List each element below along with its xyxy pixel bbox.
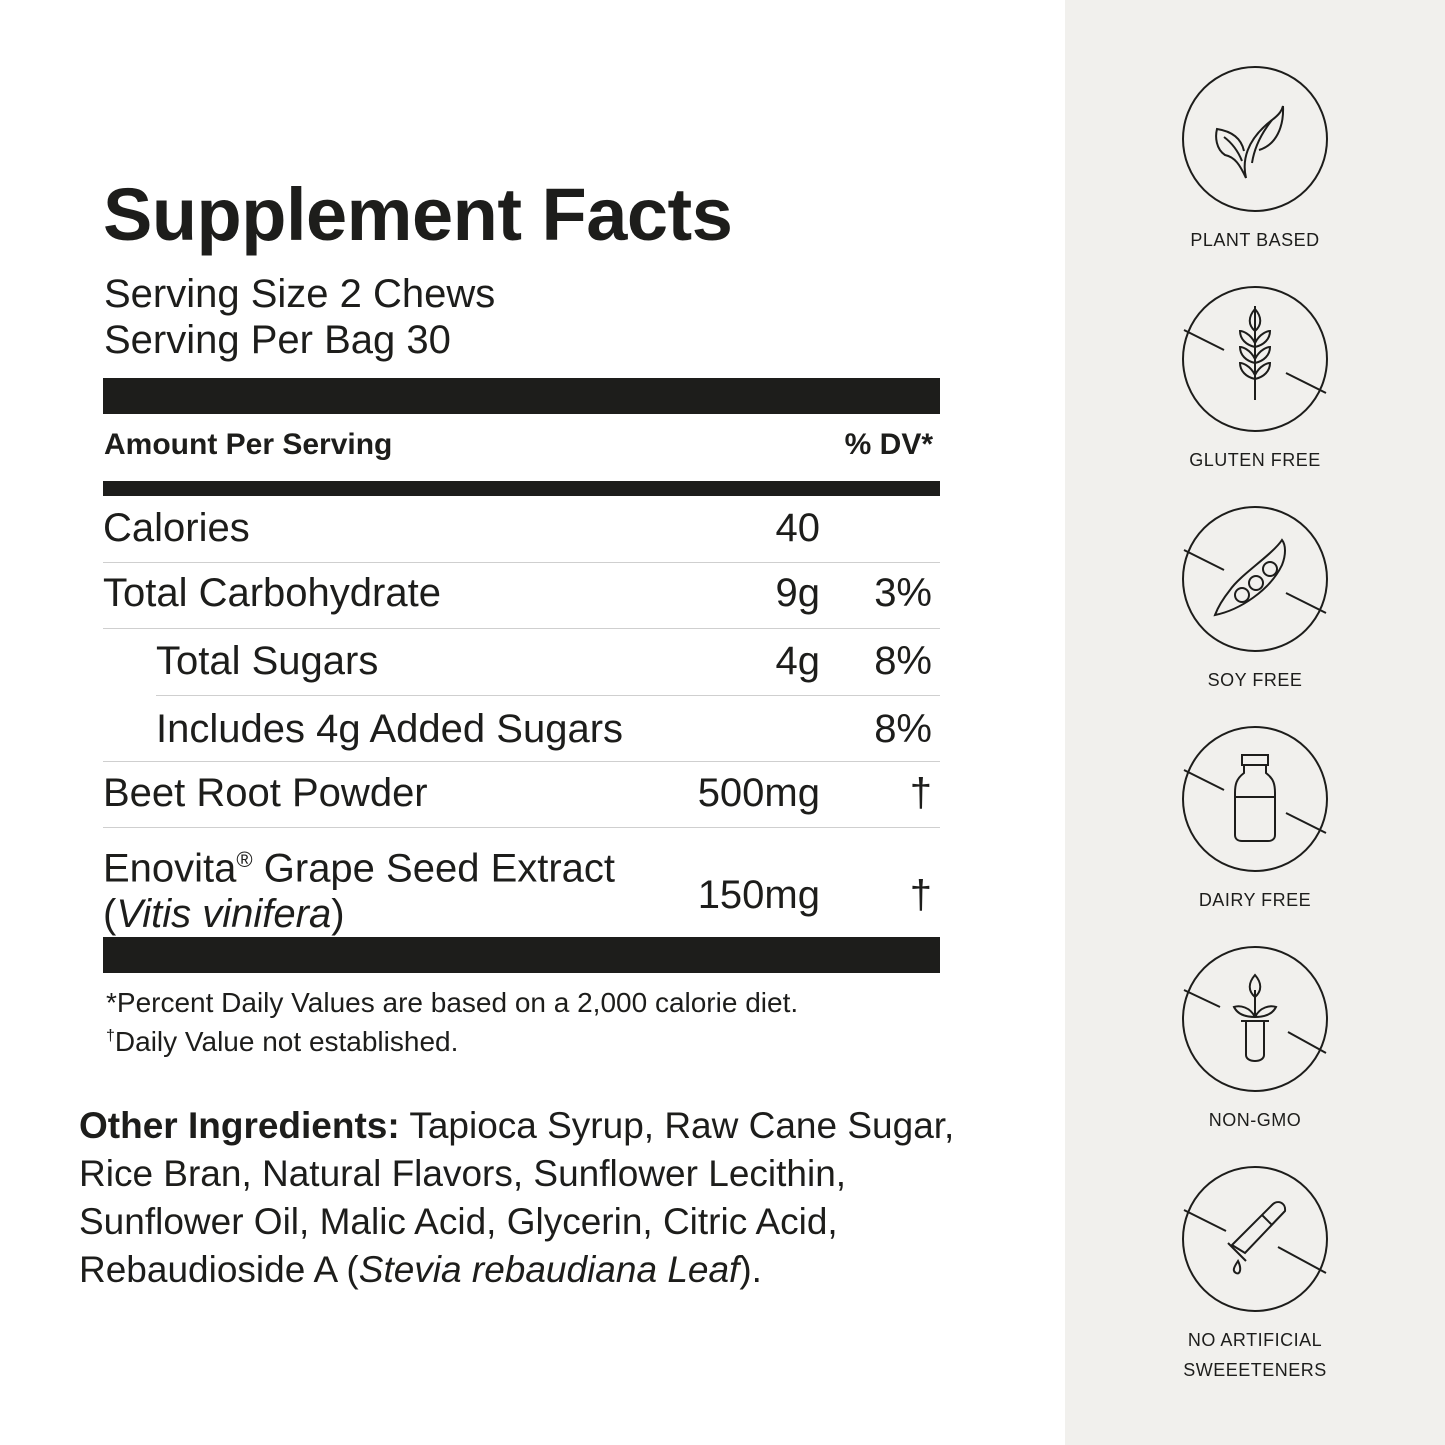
row-label: Enovita® Grape Seed Extract (Vitis vinife… [103, 846, 616, 937]
page-title: Supplement Facts [103, 173, 733, 256]
row-amount: 40 [775, 506, 821, 550]
row-divider [156, 695, 940, 696]
dv-header: % DV* [844, 428, 933, 461]
badge-plant-based: PLANT BASED [1065, 65, 1445, 255]
divider-thick [103, 937, 940, 973]
leaf-icon [1182, 66, 1328, 212]
table-row: Enovita® Grape Seed Extract (Vitis vinife… [103, 837, 940, 936]
badge-label: SOY FREE [1207, 670, 1303, 690]
badge-non-gmo: NON-GMO [1065, 945, 1445, 1135]
row-label: Total Sugars [156, 639, 379, 683]
footnote-dagger: †Daily Value not established. [106, 1026, 459, 1057]
amount-per-serving-header: Amount Per Serving [104, 428, 393, 461]
wheat-icon [1182, 286, 1328, 432]
badge-panel: PLANT BASED GLUTEN FREE SOY FREE DAIRY F… [1065, 0, 1445, 1445]
badge-label: DAIRY FREE [1198, 890, 1312, 910]
other-ingredients: Other Ingredients: Tapioca Syrup, Raw Ca… [79, 1105, 955, 1290]
badge-soy-free: SOY FREE [1065, 505, 1445, 695]
pea-pod-icon [1182, 506, 1328, 652]
badge-dairy-free: DAIRY FREE [1065, 725, 1445, 915]
row-divider [103, 562, 940, 563]
row-dv: 3% [874, 571, 932, 615]
row-dv: † [909, 873, 932, 917]
row-dv: † [909, 771, 932, 815]
row-label: Beet Root Powder [103, 771, 428, 815]
row-label: Total Carbohydrate [103, 571, 441, 615]
row-dv: 8% [874, 707, 932, 751]
row-amount: 500mg [697, 771, 820, 815]
badge-label: NON-GMO [1208, 1110, 1302, 1130]
row-amount: 150mg [697, 873, 820, 917]
row-amount: 9g [775, 571, 821, 615]
row-divider [103, 827, 940, 828]
row-divider [103, 628, 940, 629]
badge-label: NO ARTIFICIAL SWEEETENERS [1183, 1330, 1327, 1380]
divider-medium [103, 481, 940, 496]
test-tube-plant-icon [1182, 946, 1328, 1092]
servings-per-bag: Serving Per Bag 30 [104, 318, 451, 362]
footnote-dv: *Percent Daily Values are based on a 2,0… [106, 987, 799, 1018]
serving-size: Serving Size 2 Chews [104, 272, 496, 316]
badge-gluten-free: GLUTEN FREE [1065, 285, 1445, 475]
row-divider [103, 761, 940, 762]
badge-label: GLUTEN FREE [1189, 450, 1321, 470]
badge-label: PLANT BASED [1190, 230, 1320, 250]
row-amount: 4g [775, 639, 821, 683]
divider-thick [103, 378, 940, 414]
row-label: Includes 4g Added Sugars [156, 707, 624, 751]
row-label: Calories [103, 506, 250, 550]
badge-no-artificial-sweeteners: NO ARTIFICIAL SWEEETENERS [1065, 1165, 1445, 1385]
milk-bottle-icon [1182, 726, 1328, 872]
dropper-icon [1182, 1166, 1328, 1312]
row-dv: 8% [874, 639, 932, 683]
